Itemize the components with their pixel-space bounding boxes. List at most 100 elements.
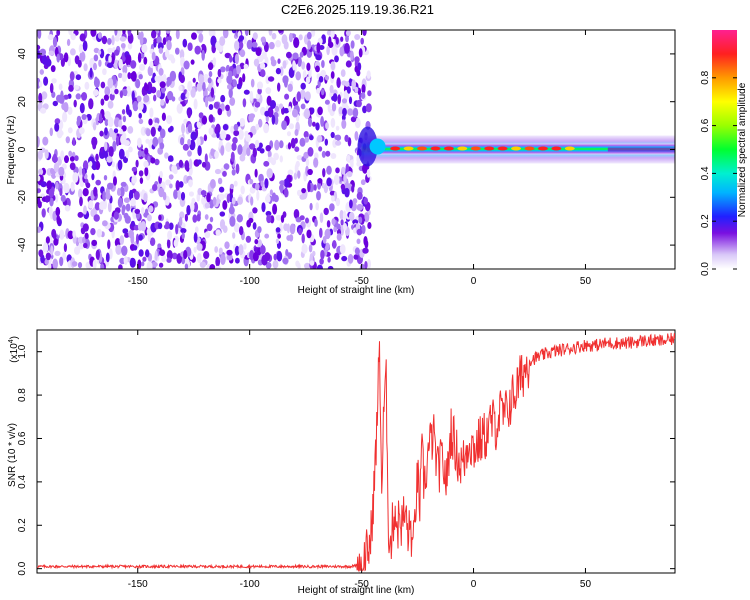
heatmap-cell — [271, 32, 277, 40]
heatmap-cell — [193, 232, 198, 243]
heatmap-cell — [171, 96, 176, 102]
heatmap-cell — [254, 139, 260, 148]
heatmap-cell — [319, 258, 324, 265]
heatmap-cell — [104, 127, 108, 136]
heatmap-cell — [90, 30, 97, 37]
heatmap-cell — [59, 188, 63, 196]
heatmap-cell — [346, 86, 351, 94]
heatmap-cell — [39, 69, 44, 75]
heatmap-cell — [178, 159, 184, 168]
heatmap-cell — [58, 95, 65, 104]
heatmap-cell — [267, 76, 275, 82]
heatmap-cell — [277, 58, 281, 64]
snr-ytick-label: 0.4 — [17, 474, 28, 488]
heatmap-cell — [63, 243, 67, 253]
heatmap-cell — [214, 265, 222, 269]
heatmap-cell — [93, 62, 97, 71]
heatmap-cell — [347, 108, 354, 116]
heatmap-cell — [218, 193, 225, 201]
heatmap-cell — [258, 173, 264, 183]
heatmap-cell — [354, 131, 359, 141]
colorbar-tick-label: 0.2 — [700, 214, 711, 228]
heatmap-cell — [186, 205, 191, 216]
heatmap-cell — [231, 142, 237, 151]
heatmap-cell — [340, 69, 346, 77]
heatmap-cell — [317, 106, 323, 116]
heatmap-cell — [252, 251, 259, 262]
heatmap-cell — [265, 195, 271, 203]
heatmap-cell — [173, 239, 179, 248]
heatmap-cell — [138, 234, 143, 241]
heatmap-cell — [334, 134, 341, 140]
heatmap-cell — [339, 209, 344, 220]
heatmap-cell — [254, 239, 259, 245]
heatmap-cell — [345, 35, 349, 43]
heatmap-cell — [300, 103, 306, 110]
heatmap-cell — [114, 30, 118, 36]
heatmap-cell — [336, 233, 342, 241]
heatmap-cell — [330, 30, 335, 38]
heatmap-cell — [350, 116, 357, 123]
heatmap-cell — [56, 53, 60, 63]
heatmap-cell — [82, 236, 86, 244]
heatmap-cell — [64, 155, 69, 164]
heatmap-cell — [226, 75, 233, 85]
scale-prefix: (x10 — [9, 343, 20, 363]
heatmap-cell — [62, 111, 68, 123]
heatmap-cell — [84, 81, 90, 90]
heatmap-cell — [226, 254, 233, 261]
heatmap-cell — [356, 191, 363, 200]
heatmap-cell — [113, 128, 119, 134]
heatmap-cell — [292, 52, 299, 60]
heatmap-cell — [214, 246, 219, 253]
heatmap-cell — [120, 134, 127, 145]
heatmap-cell — [144, 166, 149, 177]
heatmap-cell — [140, 221, 147, 232]
heatmap-band-onset — [357, 126, 378, 167]
heatmap-ytick-label: 40 — [17, 48, 28, 60]
heatmap-cell — [301, 233, 305, 244]
heatmap-cell — [196, 213, 201, 222]
heatmap-cell — [316, 42, 321, 54]
heatmap-cell — [210, 148, 215, 157]
heatmap-cell — [206, 192, 211, 203]
heatmap-cell — [56, 30, 61, 36]
heatmap-cell — [139, 36, 144, 46]
heatmap-cell — [139, 177, 144, 185]
heatmap-cell — [187, 42, 193, 51]
heatmap-cell — [101, 35, 108, 45]
heatmap-cell — [307, 168, 313, 176]
heatmap-cell — [168, 155, 174, 162]
heatmap-cell — [161, 112, 166, 122]
heatmap-cell — [315, 122, 320, 131]
heatmap-cell — [183, 118, 188, 125]
heatmap-cell — [208, 83, 212, 92]
heatmap-cell — [141, 207, 145, 215]
heatmap-cell — [161, 254, 167, 263]
heatmap-cell — [182, 143, 189, 151]
heatmap-cell — [99, 201, 105, 211]
heatmap-cell — [51, 91, 56, 98]
heatmap-cell — [154, 158, 160, 166]
heatmap-cell — [252, 32, 258, 40]
heatmap-cell — [64, 204, 71, 212]
snr-ytick-label: 0.0 — [17, 561, 28, 575]
heatmap-cell — [246, 39, 253, 50]
heatmap-cell — [263, 123, 270, 134]
heatmap-cell — [70, 181, 75, 192]
heatmap-cell — [243, 243, 247, 250]
heatmap-cell — [329, 84, 334, 94]
heatmap-cell — [230, 202, 234, 213]
heatmap-ytick-label: 0 — [17, 146, 28, 152]
heatmap-cell — [287, 169, 294, 176]
heatmap-cell — [130, 197, 136, 207]
heatmap-cell — [325, 150, 331, 157]
heatmap-cell — [184, 160, 190, 171]
heatmap-cell — [104, 86, 111, 97]
heatmap-cell — [313, 184, 317, 191]
heatmap-cell — [197, 121, 202, 129]
heatmap-cell — [102, 190, 107, 202]
heatmap-cell — [316, 190, 321, 201]
heatmap-cell — [95, 249, 100, 260]
heatmap-cell — [129, 258, 136, 268]
